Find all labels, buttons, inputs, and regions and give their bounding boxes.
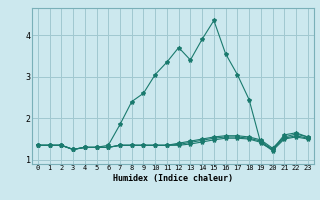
X-axis label: Humidex (Indice chaleur): Humidex (Indice chaleur)	[113, 174, 233, 183]
